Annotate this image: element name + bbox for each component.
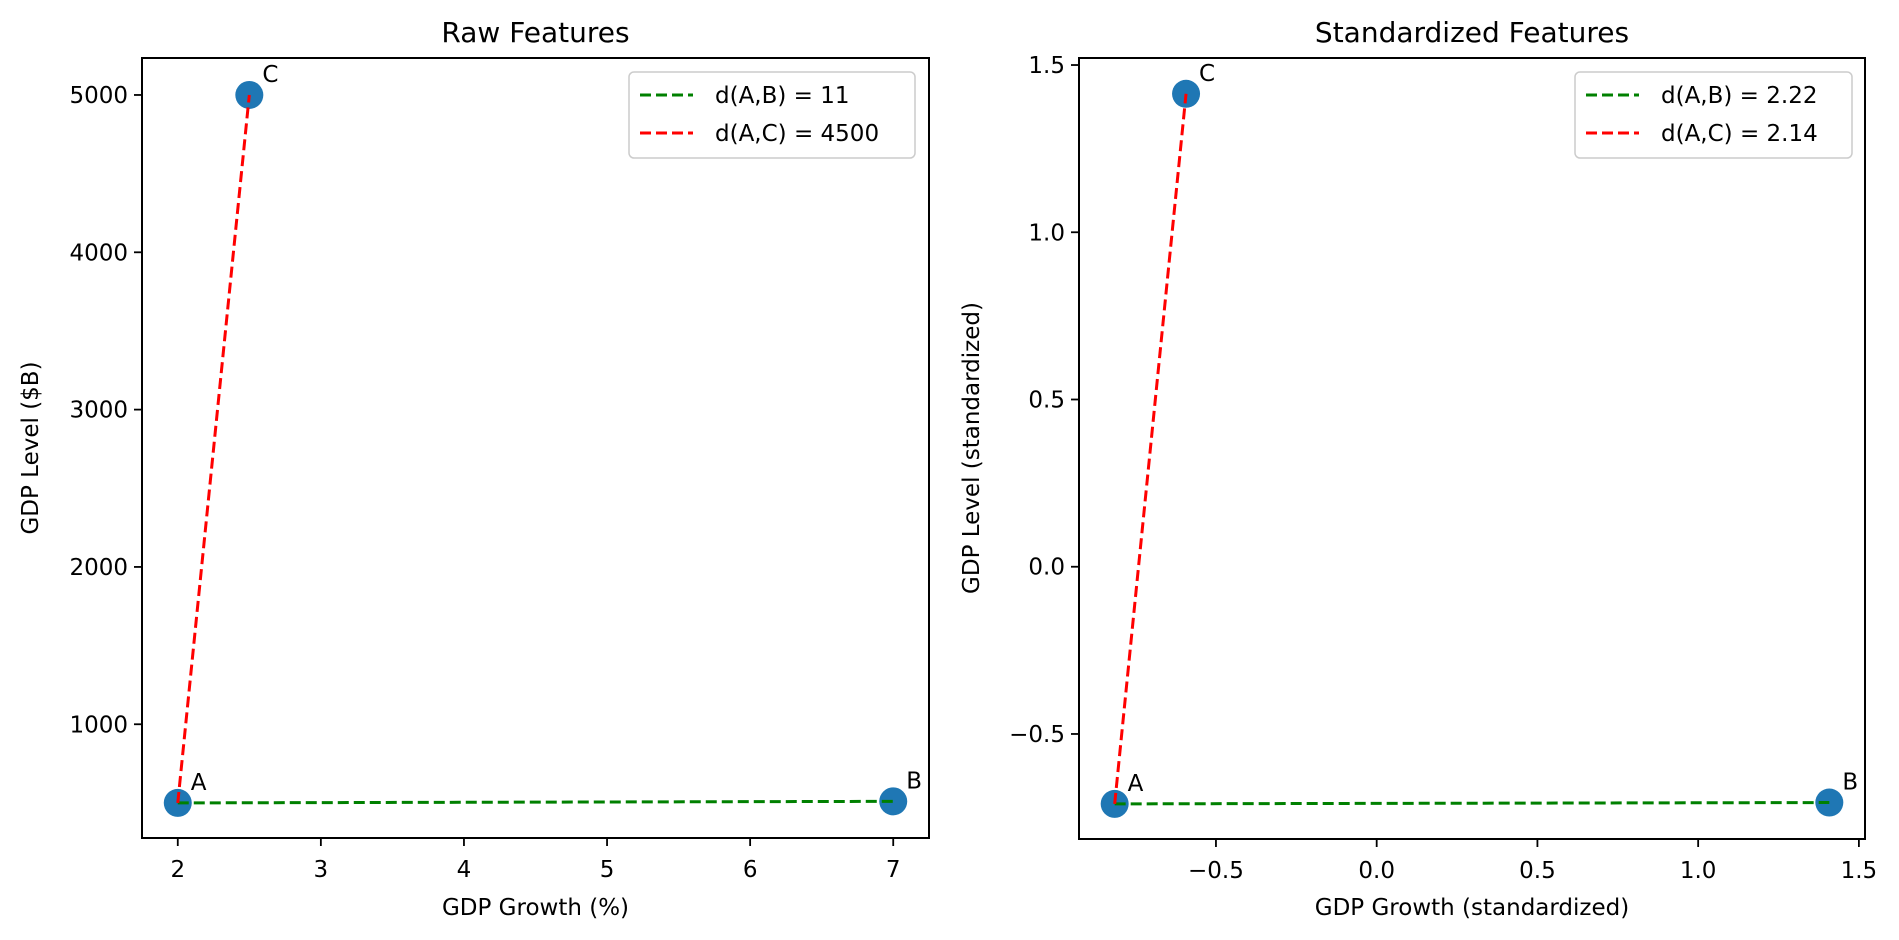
point-c bbox=[1172, 79, 1201, 108]
x-tick-label: −0.5 bbox=[1188, 858, 1244, 884]
x-tick-label: 6 bbox=[743, 857, 758, 883]
y-tick-label: 0.0 bbox=[1028, 555, 1065, 581]
raw-features-x-ticks: 2 3 4 5 6 7 bbox=[170, 838, 901, 883]
y-tick-label: 4000 bbox=[69, 240, 128, 266]
y-tick-label: 1.5 bbox=[1028, 53, 1065, 79]
raw-features-plot-area: A B C bbox=[163, 62, 922, 817]
standardized-features-y-ticks: −0.5 0.0 0.5 1.0 1.5 bbox=[1009, 53, 1079, 748]
x-tick-label: 1.5 bbox=[1841, 858, 1878, 884]
raw-features-title: Raw Features bbox=[441, 16, 629, 49]
y-tick-label: 5000 bbox=[69, 83, 128, 109]
legend-label-ac: d(A,C) = 4500 bbox=[715, 121, 879, 147]
legend-box bbox=[1574, 71, 1853, 159]
legend-label-ac: d(A,C) = 2.14 bbox=[1661, 121, 1818, 147]
standardized-features-title: Standardized Features bbox=[1315, 16, 1629, 49]
y-tick-label: 0.5 bbox=[1028, 387, 1065, 413]
point-label-a: A bbox=[1128, 771, 1144, 797]
distance-line-ac bbox=[1113, 93, 1188, 805]
standardized-features-panel: Standardized Features A B C −0.5 0.0 0.5 1.0 1… bbox=[959, 16, 1877, 921]
point-label-c: C bbox=[1199, 61, 1215, 87]
legend-label-ab: d(A,B) = 11 bbox=[715, 83, 850, 109]
raw-features-y-axis-label: GDP Level ($B) bbox=[18, 361, 44, 534]
x-tick-label: 5 bbox=[600, 857, 615, 883]
y-tick-label: −0.5 bbox=[1009, 722, 1065, 748]
x-tick-label: 0.5 bbox=[1519, 858, 1556, 884]
legend-label-ab: d(A,B) = 2.22 bbox=[1661, 83, 1817, 109]
raw-features-y-ticks: 1000 2000 3000 4000 5000 bbox=[69, 83, 142, 738]
point-label-a: A bbox=[191, 770, 207, 796]
y-tick-label: 1.0 bbox=[1028, 220, 1065, 246]
x-tick-label: 2 bbox=[170, 857, 185, 883]
raw-features-panel: Raw Features A B C 2 3 4 5 6 7 1000 2000 3000 4000… bbox=[18, 16, 930, 921]
point-label-b: B bbox=[1842, 770, 1858, 796]
standardized-features-axes-frame bbox=[1078, 57, 1866, 840]
standardized-features-y-axis-label: GDP Level (standardized) bbox=[959, 302, 985, 594]
x-tick-label: 1.0 bbox=[1680, 858, 1717, 884]
x-tick-label: 3 bbox=[314, 857, 329, 883]
point-b bbox=[879, 787, 908, 816]
legend-box bbox=[628, 71, 916, 159]
standardized-features-x-axis-label: GDP Growth (standardized) bbox=[1315, 895, 1629, 921]
standardized-features-x-ticks: −0.5 0.0 0.5 1.0 1.5 bbox=[1188, 839, 1877, 884]
y-tick-label: 1000 bbox=[69, 712, 128, 738]
raw-features-legend: d(A,B) = 11 d(A,C) = 4500 bbox=[628, 71, 916, 159]
raw-features-axes-frame bbox=[141, 57, 930, 839]
distance-line-ab bbox=[1114, 801, 1830, 806]
point-label-c: C bbox=[262, 62, 278, 88]
raw-features-x-axis-label: GDP Growth (%) bbox=[442, 895, 629, 921]
distance-line-ab bbox=[177, 799, 894, 805]
standardized-features-plot-area: A B C bbox=[1100, 61, 1858, 818]
y-tick-label: 3000 bbox=[69, 398, 128, 424]
y-tick-label: 2000 bbox=[69, 555, 128, 581]
x-tick-label: 4 bbox=[457, 857, 472, 883]
standardized-features-legend: d(A,B) = 2.22 d(A,C) = 2.14 bbox=[1574, 71, 1853, 159]
distance-line-ac bbox=[176, 94, 251, 804]
x-tick-label: 7 bbox=[886, 857, 901, 883]
point-label-b: B bbox=[906, 768, 922, 794]
x-tick-label: 0.0 bbox=[1358, 858, 1395, 884]
